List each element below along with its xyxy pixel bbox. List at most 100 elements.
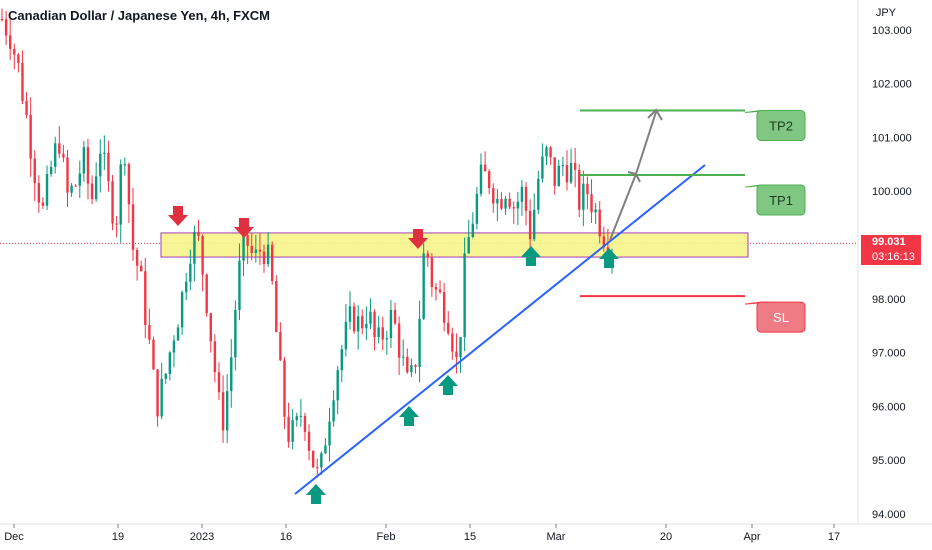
time-tick-label: 15 [464, 531, 476, 543]
candle-body [213, 341, 217, 373]
candle-body [467, 237, 470, 254]
candle-body [205, 274, 208, 314]
candle-body [389, 310, 393, 339]
candle-body [283, 360, 286, 417]
candle-body [451, 333, 454, 352]
candle-body [402, 356, 405, 358]
candle-body [385, 338, 389, 340]
candle-body [447, 322, 450, 334]
candle-body [131, 204, 135, 250]
sl-callout-label: SL [773, 310, 789, 325]
candle-body [512, 207, 515, 209]
candle-body [377, 327, 380, 338]
candle-body [483, 164, 487, 172]
candle-body [189, 263, 192, 282]
tp1-callout: TP1 [744, 184, 806, 216]
candle-body [123, 164, 127, 166]
trend-line [294, 164, 706, 495]
candle-body [463, 253, 466, 338]
candle-body [348, 306, 352, 322]
candle-body [230, 357, 233, 392]
candle-body [193, 232, 196, 264]
price-tick-label: 102.000 [872, 79, 912, 91]
candle-body [332, 400, 335, 422]
candle-body [393, 310, 397, 324]
candle-body [82, 147, 86, 174]
time-tick-label: Mar [547, 531, 566, 543]
candle-body [90, 183, 94, 200]
candle-body [496, 198, 499, 204]
chart-title: Canadian Dollar / Japanese Yen, 4h, FXCM [8, 8, 271, 23]
price-tick-label: 98.000 [872, 294, 906, 306]
candle-body [303, 415, 307, 432]
candle-body [504, 198, 507, 209]
candle-body [344, 321, 348, 350]
time-tick-label: Feb [377, 531, 396, 543]
candle-body [238, 260, 241, 310]
time-tick-label: 16 [280, 531, 292, 543]
candle-body [500, 198, 503, 209]
time-axis[interactable]: Dec 19 2023 16 Feb 15 Mar 20 Apr 17 [4, 524, 840, 543]
candle-body [361, 316, 364, 329]
candle-body [475, 193, 479, 224]
sl-callout-box [756, 301, 806, 333]
candle-body [246, 235, 249, 246]
sr-zone [160, 232, 749, 258]
tp2-callout: TP2 [744, 110, 806, 141]
candle-body [70, 185, 73, 193]
candle-body [49, 166, 53, 174]
candle-body [414, 365, 417, 367]
candle-body [336, 370, 339, 401]
candle-body [225, 391, 229, 431]
candle-body [209, 313, 212, 342]
drawings[interactable]: TP2 TP1 SL [294, 108, 806, 495]
candle-body [54, 143, 57, 167]
candle-body [250, 245, 253, 254]
candle-body [590, 194, 593, 213]
time-tick-label: 19 [112, 531, 124, 543]
candle-body [442, 292, 446, 323]
candle-body [115, 223, 118, 225]
candle-body [156, 369, 159, 417]
candle-body [279, 331, 282, 361]
price-axis[interactable]: 94.00095.00096.00097.00098.00099.000100.… [0, 0, 932, 525]
currency-label: JPY [875, 7, 896, 19]
candle-body [29, 115, 32, 159]
time-tick-label: 20 [660, 531, 672, 543]
candle-body [258, 249, 262, 252]
price-tick-label: 97.000 [872, 348, 906, 360]
support-arrow [521, 246, 541, 266]
candle-body [221, 392, 225, 431]
candle-body [62, 153, 65, 158]
candle-body [234, 309, 237, 358]
candle-body [565, 165, 569, 183]
candle-body [164, 373, 167, 379]
candle-body [533, 209, 536, 240]
candle-body [107, 152, 110, 182]
candle-body [111, 181, 114, 224]
candle-body [369, 311, 372, 324]
candle-body [406, 356, 409, 373]
candle-body [365, 323, 368, 329]
candle-body [549, 147, 552, 158]
candle-body [4, 19, 8, 36]
price-tick-label: 100.000 [872, 186, 912, 198]
candle-body [528, 210, 532, 240]
candle-body [144, 271, 147, 325]
candle-body [356, 316, 360, 332]
candle-body [569, 163, 573, 183]
candle-body [479, 164, 483, 194]
candle-body [0, 19, 4, 21]
candle-body [578, 169, 581, 210]
candle-body [455, 351, 458, 358]
candle-body [487, 171, 491, 189]
support-arrow [599, 248, 619, 268]
candle-body [275, 281, 278, 332]
candle-body [13, 49, 16, 55]
tp1-callout-label: TP1 [769, 193, 793, 208]
time-tick-label: Dec [4, 531, 24, 543]
candle-body [197, 232, 200, 236]
candle-body [299, 415, 303, 417]
candle-body [25, 101, 28, 116]
